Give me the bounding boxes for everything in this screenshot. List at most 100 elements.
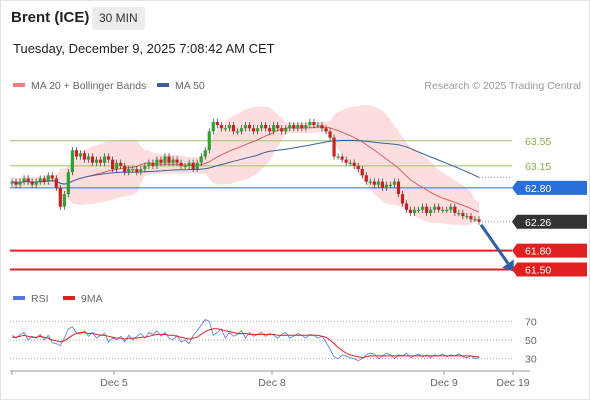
candles bbox=[10, 118, 481, 225]
candle-body bbox=[453, 206, 457, 213]
legend-rsi-label: RSI bbox=[31, 293, 49, 305]
candle-body bbox=[469, 216, 473, 220]
candle-body bbox=[94, 159, 99, 163]
candle-body bbox=[14, 181, 18, 185]
candle-body bbox=[300, 125, 304, 129]
candle-body bbox=[119, 162, 123, 166]
legend-ma50-swatch bbox=[157, 83, 169, 88]
candle-body bbox=[288, 125, 292, 129]
candle-body bbox=[235, 131, 240, 133]
candle-body bbox=[82, 153, 87, 160]
candle-body bbox=[421, 206, 425, 210]
candle-body bbox=[264, 125, 268, 129]
candle-body bbox=[247, 125, 252, 129]
candle-body bbox=[86, 156, 91, 160]
candle-body bbox=[284, 128, 288, 132]
candle-body bbox=[102, 156, 107, 163]
candle-body bbox=[304, 125, 308, 129]
candle-body bbox=[54, 178, 58, 188]
candle-body bbox=[30, 181, 34, 185]
candle-body bbox=[74, 150, 79, 157]
candle-body bbox=[268, 128, 272, 132]
candle-body bbox=[66, 172, 70, 195]
candle-body bbox=[42, 178, 46, 182]
candle-body bbox=[58, 187, 62, 207]
price-levels bbox=[10, 140, 512, 271]
candle-body bbox=[400, 194, 405, 204]
candle-body bbox=[364, 175, 368, 182]
candle-body bbox=[175, 159, 179, 163]
candle-body bbox=[457, 212, 461, 215]
candle-body bbox=[316, 125, 320, 127]
candle-body bbox=[280, 128, 284, 132]
candle-body bbox=[107, 156, 111, 160]
candle-body bbox=[292, 125, 296, 129]
legend-ma20: MA 20 + Bollinger Bands bbox=[13, 80, 146, 92]
candle-body bbox=[348, 162, 352, 164]
moving-averages bbox=[11, 126, 480, 213]
candle-body bbox=[199, 156, 203, 163]
level-tag-label-61.80: 61.80 bbox=[525, 246, 551, 258]
candle-body bbox=[437, 206, 441, 210]
candle-body bbox=[171, 159, 175, 163]
forecast-arrow-head bbox=[502, 259, 514, 272]
candle-body bbox=[243, 125, 248, 129]
candle-body bbox=[260, 125, 264, 129]
timeframe-badge[interactable]: 30 MIN bbox=[92, 7, 145, 30]
candle-body bbox=[62, 194, 66, 207]
legend-ma20-label: MA 20 + Bollinger Bands bbox=[31, 80, 147, 92]
candle-body bbox=[70, 150, 74, 173]
level-tags: 63.55 63.15 62.80 62.26 61.80 61.50 bbox=[512, 136, 587, 277]
candle-body bbox=[272, 125, 276, 132]
level-tag-label-62.26: 62.26 bbox=[525, 217, 551, 229]
candle-body bbox=[227, 125, 231, 129]
legend-rsi: RSI bbox=[13, 293, 49, 305]
candle-body bbox=[251, 128, 256, 132]
candle-body bbox=[372, 181, 376, 185]
candle-body bbox=[392, 181, 397, 185]
candle-body bbox=[195, 162, 199, 170]
candle-body bbox=[396, 181, 401, 195]
legend-ma50-label: MA 50 bbox=[175, 80, 205, 92]
forecast-arrow bbox=[479, 223, 514, 272]
candle-body bbox=[18, 181, 22, 185]
candle-body bbox=[203, 150, 207, 157]
candle-body bbox=[207, 131, 211, 151]
rsi-panel: 70 50 30 bbox=[10, 316, 537, 366]
candle-body bbox=[255, 128, 260, 132]
legend-ma20-swatch bbox=[13, 83, 25, 88]
candle-body bbox=[223, 128, 227, 130]
candle-body bbox=[465, 216, 469, 218]
candle-body bbox=[239, 128, 244, 132]
candle-body bbox=[123, 165, 127, 173]
level-tag-61.80 bbox=[512, 243, 587, 258]
instrument-title: Brent (ICE) bbox=[11, 9, 90, 26]
candle-body bbox=[34, 181, 38, 185]
candle-body bbox=[433, 206, 437, 210]
bollinger-band-area bbox=[12, 104, 479, 226]
ma50-line bbox=[11, 140, 480, 185]
candle-body bbox=[38, 178, 42, 182]
candle-body bbox=[461, 212, 465, 217]
chart-header: Brent (ICE) 30 MIN bbox=[0, 0, 590, 34]
candle-body bbox=[127, 169, 131, 173]
legend-9ma-label: 9MA bbox=[81, 293, 103, 305]
candle-body bbox=[344, 159, 348, 163]
level-tag-label-61.50: 61.50 bbox=[525, 264, 551, 276]
x-axis: Dec 5 Dec 8 Dec 9 Dec 19 bbox=[10, 370, 530, 389]
bollinger-bands bbox=[12, 104, 479, 226]
candle-body bbox=[22, 178, 26, 182]
candle-body bbox=[408, 209, 413, 213]
candle-body bbox=[417, 209, 421, 212]
candle-body bbox=[477, 219, 481, 222]
level-tag-label-62.80: 62.80 bbox=[525, 183, 551, 195]
legend-rsi-swatch bbox=[13, 296, 25, 301]
level-label-63.15: 63.15 bbox=[525, 161, 551, 173]
candle-body bbox=[159, 159, 163, 163]
candle-body bbox=[219, 125, 223, 129]
candle-body bbox=[388, 184, 393, 186]
level-tag-62.26 bbox=[512, 214, 587, 229]
candle-body bbox=[276, 125, 280, 129]
rsi-tick-70: 70 bbox=[525, 316, 537, 328]
